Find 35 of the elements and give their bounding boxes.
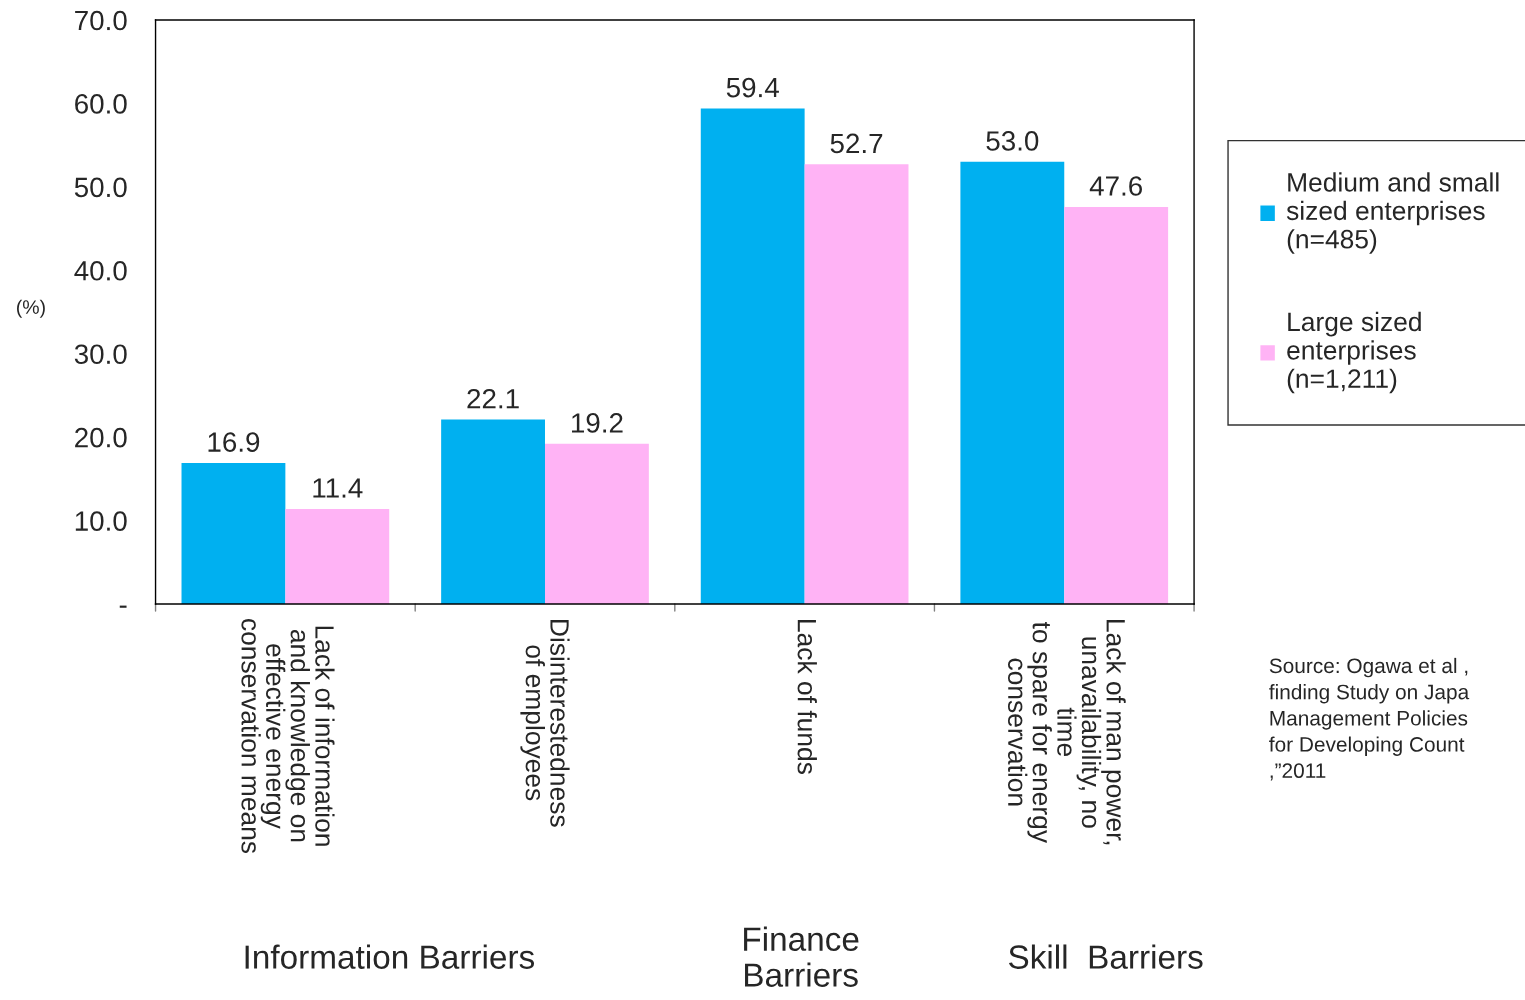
x-tick-label: Lack of man power, unavailability, no time to spare for energy conservation bbox=[1007, 620, 1126, 845]
legend-label: Medium and small sized enterprises (n=485) bbox=[1286, 172, 1499, 254]
y-axis-title: (%) bbox=[17, 299, 45, 318]
data-label: 22.1 bbox=[467, 388, 519, 409]
y-tick-label: 20.0 bbox=[75, 427, 127, 448]
bar bbox=[700, 108, 805, 604]
y-tick-label: - bbox=[119, 605, 127, 608]
y-tick-label: 30.0 bbox=[74, 344, 127, 365]
bar bbox=[960, 161, 1065, 604]
text: Finance Barriers bbox=[744, 926, 859, 987]
legend-label: Large sized enterprises (n=1,211) bbox=[1287, 311, 1421, 394]
y-tick-label: 50.0 bbox=[74, 177, 127, 198]
bar bbox=[1064, 206, 1169, 604]
data-label: 16.9 bbox=[208, 432, 260, 452]
x-tick-label: Lack of funds bbox=[797, 620, 817, 774]
bar bbox=[804, 164, 909, 604]
bar bbox=[441, 419, 545, 604]
source-note: Source: Ogawa et al , finding Study on Japa Management Policies for Developing Count ,”2011 bbox=[1269, 657, 1470, 781]
bar bbox=[181, 463, 286, 604]
bar bbox=[545, 443, 649, 604]
y-tick-label: 10.0 bbox=[75, 511, 127, 531]
y-tick-label: 40.0 bbox=[74, 260, 127, 281]
data-label: 53.0 bbox=[986, 131, 1039, 151]
y-tick-label: 60.0 bbox=[75, 94, 127, 114]
data-label: 11.4 bbox=[313, 478, 363, 498]
y-tick-label: 70.0 bbox=[75, 10, 127, 31]
text: Information Barriers bbox=[245, 944, 535, 969]
data-label: 47.6 bbox=[1089, 176, 1142, 196]
data-label: 52.7 bbox=[830, 133, 883, 154]
x-tick-label: Disinterestedness of employees bbox=[520, 620, 570, 827]
bar bbox=[285, 508, 390, 604]
x-tick-label: Lack of information and knowledge on effective energy conservation means bbox=[241, 619, 335, 854]
data-label: 59.4 bbox=[726, 77, 779, 98]
text: Skill Barriers bbox=[1008, 944, 1203, 969]
data-label: 19.2 bbox=[572, 413, 623, 433]
